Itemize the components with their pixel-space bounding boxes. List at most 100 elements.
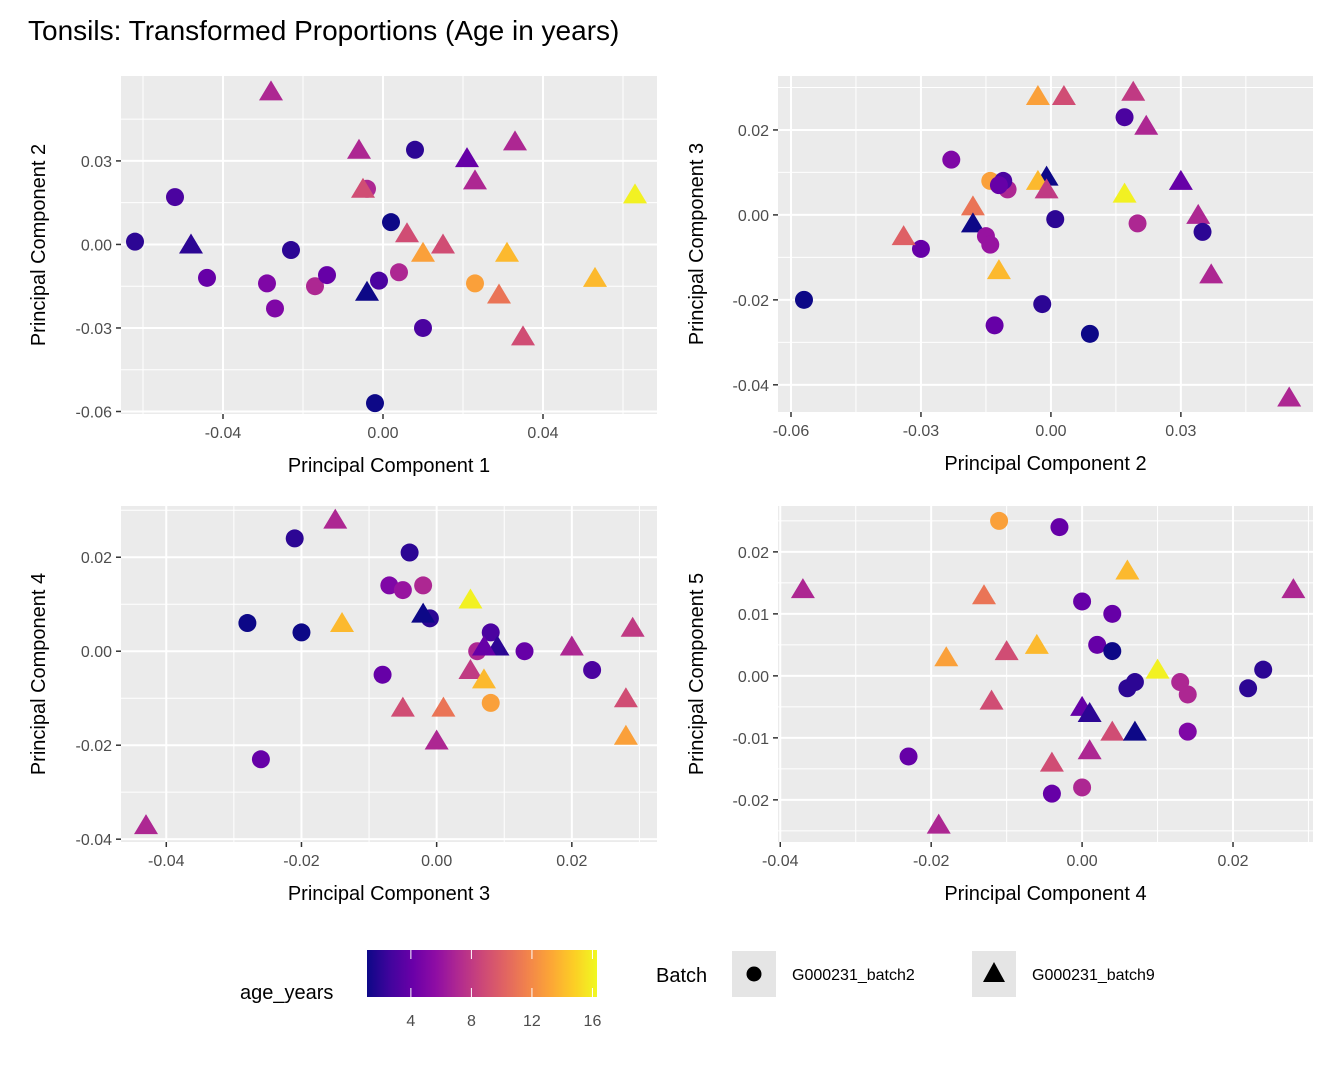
circle-icon <box>746 966 762 982</box>
data-point-circle <box>251 750 270 769</box>
data-point-triangle <box>1039 751 1064 772</box>
data-point-triangle <box>1051 84 1076 105</box>
data-point-triangle <box>926 813 951 834</box>
plot-background <box>778 506 1313 842</box>
data-point-circle <box>393 581 412 600</box>
data-point-circle <box>899 747 918 766</box>
data-point-triangle <box>613 724 638 745</box>
data-point-triangle <box>1112 182 1137 203</box>
data-point-circle <box>282 241 300 260</box>
x-axis-title: Principal Component 4 <box>944 883 1146 905</box>
data-point-triangle <box>323 508 348 529</box>
data-point-triangle <box>1134 114 1159 135</box>
x-axis-title: Principal Component 2 <box>944 453 1146 475</box>
data-point-triangle <box>330 612 355 633</box>
plot-background <box>778 76 1313 412</box>
data-point-triangle <box>463 169 487 190</box>
data-point-triangle <box>1077 739 1102 760</box>
data-point-triangle <box>471 668 496 689</box>
data-point-triangle <box>503 130 527 151</box>
data-point-triangle <box>1122 720 1147 741</box>
y-tick-label: 0.01 <box>738 607 769 624</box>
data-point-triangle <box>259 80 283 101</box>
data-point-triangle <box>487 283 511 304</box>
data-point-triangle <box>134 814 159 835</box>
colorbar <box>367 950 597 997</box>
legend-label-batch2: G000231_batch2 <box>792 967 915 984</box>
data-point-triangle <box>458 659 483 680</box>
y-tick-label: 0.03 <box>81 154 112 171</box>
data-point-circle <box>380 576 399 595</box>
data-point-circle <box>942 150 961 169</box>
y-tick-label: -0.02 <box>76 738 113 755</box>
y-tick-label: 0.00 <box>738 208 769 225</box>
data-point-triangle <box>613 687 638 708</box>
y-tick-label: -0.02 <box>733 293 770 310</box>
x-tick-label: 0.00 <box>1067 853 1098 870</box>
data-point-triangle <box>1168 169 1193 190</box>
data-point-circle <box>981 235 1000 254</box>
data-point-triangle <box>1025 84 1050 105</box>
data-point-circle <box>1103 642 1122 661</box>
data-point-triangle <box>424 729 449 750</box>
data-point-triangle <box>623 183 647 204</box>
data-point-circle <box>1178 685 1197 704</box>
data-point-circle <box>166 188 184 207</box>
data-point-circle <box>990 511 1009 530</box>
data-point-triangle <box>411 241 435 262</box>
y-axis-title: Principal Component 3 <box>686 143 708 345</box>
data-point-triangle <box>355 280 379 301</box>
data-point-triangle <box>1121 80 1146 101</box>
data-point-triangle <box>347 138 371 159</box>
panel-4: -0.04 -0.02 0.00 0.02 0.02 0.01 0.00 -0.01 -0.02… <box>686 506 1313 905</box>
colorbar-tick-label: 4 <box>406 1013 415 1030</box>
y-tick-label: -0.02 <box>733 793 770 810</box>
panel-1: -0.04 0.00 0.04 0.03 0.00 -0.03 -0.06 Principal… <box>28 76 657 477</box>
data-point-triangle <box>1277 386 1302 407</box>
y-tick-label: 0.02 <box>81 550 112 567</box>
data-point-circle <box>1080 324 1099 343</box>
data-point-circle <box>390 263 408 282</box>
y-tick-label: -0.01 <box>733 731 770 748</box>
x-tick-label: -0.04 <box>205 425 242 442</box>
x-tick-label: -0.03 <box>903 423 940 440</box>
data-point-circle <box>366 394 384 413</box>
shape-legend-title: Batch <box>656 965 707 987</box>
panels: -0.04 0.00 0.04 0.03 0.00 -0.03 -0.06 Principal… <box>28 76 1313 905</box>
x-tick-label: -0.06 <box>773 423 810 440</box>
data-point-triangle <box>431 696 456 717</box>
data-point-triangle <box>411 602 436 623</box>
data-point-circle <box>292 623 311 642</box>
data-point-triangle <box>1100 720 1125 741</box>
data-point-circle <box>989 176 1008 195</box>
y-axis-title: Principal Component 4 <box>28 573 50 775</box>
data-point-circle <box>1193 222 1212 241</box>
x-tick-label: -0.04 <box>148 853 185 870</box>
x-tick-label: 0.02 <box>556 853 587 870</box>
data-point-circle <box>1239 679 1258 698</box>
y-axis-title: Principal Component 2 <box>28 144 50 346</box>
data-point-circle <box>285 529 304 548</box>
y-tick-label: 0.02 <box>738 123 769 140</box>
data-point-triangle <box>179 233 203 254</box>
data-point-circle <box>515 642 534 661</box>
data-point-triangle <box>351 177 375 198</box>
data-point-triangle <box>1034 178 1059 199</box>
data-point-circle <box>794 290 813 309</box>
y-tick-label: 0.00 <box>738 669 769 686</box>
y-axis-title: Principal Component 5 <box>686 573 708 775</box>
data-point-triangle <box>960 212 985 233</box>
x-tick-label: 0.00 <box>1035 423 1066 440</box>
data-point-circle <box>1088 635 1107 654</box>
data-point-triangle <box>934 646 959 667</box>
y-tick-label: 0.00 <box>81 237 112 254</box>
data-point-circle <box>985 316 1004 335</box>
data-point-circle <box>370 271 388 290</box>
data-point-triangle <box>620 616 645 637</box>
y-tick-label: -0.04 <box>76 832 113 849</box>
data-point-triangle <box>431 233 455 254</box>
data-point-triangle <box>1115 559 1140 580</box>
data-point-triangle <box>395 222 419 243</box>
data-point-circle <box>382 213 400 232</box>
data-point-circle <box>911 239 930 258</box>
